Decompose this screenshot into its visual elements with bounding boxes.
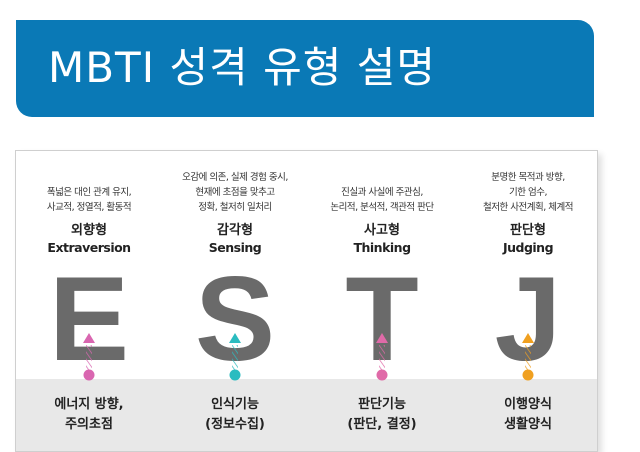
type-description: 분명한 목적과 방향, 기한 엄수, 철저한 사전계획, 체계적 [455, 170, 597, 215]
type-description: 폭넓은 대인 관계 유지, 사교적, 정열적, 활동적 [16, 185, 162, 215]
function-line: (정보수집) [205, 417, 265, 432]
type-column-thinking: 진실과 사실에 주관심, 논리적, 분석적, 객관적 판단 사고형 Thinkin… [309, 151, 455, 451]
type-column-extraversion: 폭넓은 대인 관계 유지, 사교적, 정열적, 활동적 외향형 Extravers… [16, 151, 162, 451]
type-english-name: Extraversion [47, 240, 131, 255]
type-english-name: Sensing [208, 240, 262, 255]
type-korean-name: 사고형 [364, 223, 400, 238]
description-line: 오감에 의존, 실제 경험 중시, [182, 172, 288, 183]
mbti-diagram: 폭넓은 대인 관계 유지, 사교적, 정열적, 활동적 외향형 Extravers… [15, 150, 598, 452]
description-line: 기한 엄수, [509, 187, 548, 198]
description-line: 진실과 사실에 주관심, [341, 187, 423, 198]
function-label: 인식기능 (정보수집) [162, 395, 308, 435]
arrow-connector-icon [83, 333, 95, 381]
function-label: 에너지 방향, 주의초점 [16, 395, 162, 435]
description-line: 철저한 사전계획, 체계적 [483, 202, 573, 213]
type-english-name: Thinking [353, 240, 411, 255]
function-line: 에너지 방향, [54, 397, 124, 412]
function-line: 판단기능 [358, 397, 406, 412]
type-english-name: Judging [502, 240, 554, 255]
title-banner: MBTI 성격 유형 설명 [16, 20, 594, 117]
arrow-connector-icon [376, 333, 388, 381]
function-band [16, 379, 597, 451]
type-korean-name: 외향형 [71, 223, 107, 238]
function-line: (판단, 결정) [347, 417, 417, 432]
function-line: 생활양식 [504, 417, 552, 432]
function-line: 인식기능 [211, 397, 259, 412]
function-line: 이행양식 [504, 397, 552, 412]
page-title: MBTI 성격 유형 설명 [48, 43, 436, 92]
arrow-connector-icon [229, 333, 241, 381]
description-line: 분명한 목적과 방향, [491, 172, 565, 183]
description-line: 논리적, 분석적, 객관적 판단 [330, 202, 434, 213]
arrow-connector-icon [522, 333, 534, 381]
description-line: 정확, 철저히 일처리 [198, 202, 272, 213]
type-column-sensing: 오감에 의존, 실제 경험 중시, 현재에 초점을 맞추고 정확, 철저히 일처리 … [162, 151, 308, 451]
description-line: 사교적, 정열적, 활동적 [46, 202, 132, 213]
function-label: 판단기능 (판단, 결정) [309, 395, 455, 435]
type-column-judging: 분명한 목적과 방향, 기한 엄수, 철저한 사전계획, 체계적 판단형 Judgi… [455, 151, 597, 451]
type-description: 진실과 사실에 주관심, 논리적, 분석적, 객관적 판단 [309, 185, 455, 215]
type-korean-name: 감각형 [217, 223, 253, 238]
description-line: 폭넓은 대인 관계 유지, [46, 187, 132, 198]
type-korean-name: 판단형 [510, 223, 546, 238]
function-line: 주의초점 [65, 417, 113, 432]
description-line: 현재에 초점을 맞추고 [195, 187, 275, 198]
